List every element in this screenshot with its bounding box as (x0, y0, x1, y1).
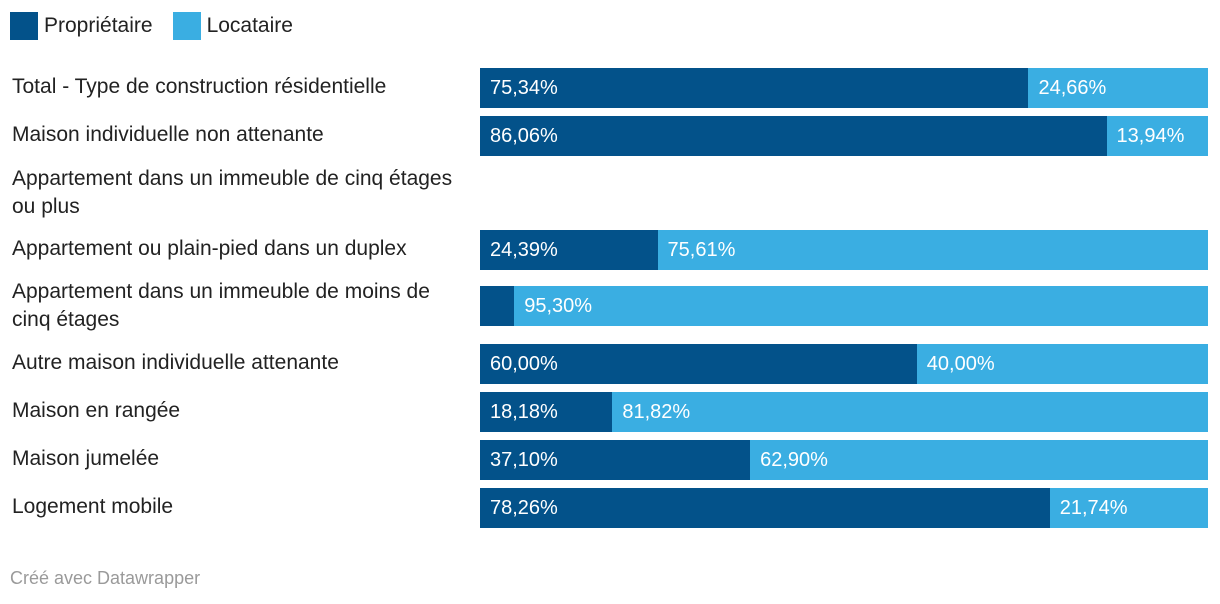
legend-item-proprietaire: Propriétaire (10, 12, 153, 40)
bar-segment-proprietaire-appartement-dans-un-immeuble-de-moins-de-cinq-etages (480, 286, 515, 326)
category-label-total-type-de-construction-residentielle: Total - Type de construction résidentiel… (12, 75, 387, 98)
data-label-proprietaire-autre-maison-individuelle-attenante: 60,00% (490, 352, 558, 375)
bar-segment-proprietaire-logement-mobile: 78,26% (480, 488, 1050, 528)
data-label-proprietaire-total-type-de-construction-residentielle: 75,34% (490, 76, 558, 99)
data-label-proprietaire-maison-individuelle-non-attenante: 86,06% (490, 124, 558, 147)
footer-credit: Créé avec Datawrapper (10, 568, 201, 588)
data-label-locataire-maison-en-rangee: 81,82% (622, 400, 691, 423)
bar-segment-locataire-logement-mobile: 21,74% (1049, 488, 1208, 528)
bar-segment-proprietaire-maison-individuelle-non-attenante: 86,06% (480, 116, 1107, 156)
data-label-locataire-total-type-de-construction-residentielle: 24,66% (1038, 76, 1107, 99)
bar-row-maison-individuelle-non-attenante: 86,06% 13,94% (480, 116, 1208, 156)
bar-segment-locataire-autre-maison-individuelle-attenante: 40,00% (916, 344, 1208, 384)
category-label-maison-jumelee: Maison jumelée (12, 447, 160, 470)
data-label-locataire-logement-mobile: 21,74% (1059, 496, 1128, 519)
category-label-autre-maison-individuelle-attenante: Autre maison individuelle attenante (12, 351, 339, 374)
bar-row-autre-maison-individuelle-attenante: 60,00% 40,00% (480, 344, 1208, 384)
legend-item-locataire: Locataire (172, 12, 293, 40)
category-label-appartement-dans-un-immeuble-de-moins-de-cinq-etages: Appartement dans un immeuble de moins de… (12, 280, 430, 331)
bar-segment-proprietaire-maison-jumelee: 37,10% (480, 440, 751, 480)
data-label-proprietaire-maison-jumelee: 37,10% (490, 448, 558, 471)
data-label-locataire-maison-individuelle-non-attenante: 13,94% (1116, 124, 1185, 147)
category-label-appartement-ou-plain-pied-dans-un-duplex: Appartement ou plain-pied dans un duplex (12, 237, 407, 260)
bar-segment-proprietaire-autre-maison-individuelle-attenante: 60,00% (480, 344, 917, 384)
data-label-proprietaire-logement-mobile: 78,26% (490, 496, 558, 519)
legend-swatch-locataire (172, 12, 201, 40)
bar-row-logement-mobile: 78,26% 21,74% (480, 488, 1208, 528)
bar-row-maison-jumelee: 37,10% 62,90% (480, 440, 1208, 480)
bar-segment-locataire-total-type-de-construction-residentielle: 24,66% (1028, 68, 1208, 108)
bar-segment-locataire-appartement-dans-un-immeuble-de-moins-de-cinq-etages: 95,30% (514, 286, 1208, 326)
category-label-maison-en-rangee: Maison en rangée (12, 399, 181, 422)
data-label-locataire-appartement-ou-plain-pied-dans-un-duplex: 75,61% (667, 238, 736, 261)
legend-label-locataire: Locataire (206, 14, 293, 37)
bar-row-appartement-ou-plain-pied-dans-un-duplex: 24,39% 75,61% (480, 230, 1208, 270)
bar-segment-locataire-appartement-ou-plain-pied-dans-un-duplex: 75,61% (657, 230, 1208, 270)
category-label-maison-individuelle-non-attenante: Maison individuelle non attenante (12, 123, 324, 146)
bar-segment-locataire-maison-jumelee: 62,90% (750, 440, 1208, 480)
category-label-appartement-dans-un-immeuble-de-cinq-etages-ou-plus: Appartement dans un immeuble de cinq éta… (12, 167, 453, 218)
category-label-logement-mobile: Logement mobile (12, 495, 174, 518)
bar-segment-locataire-maison-en-rangee: 81,82% (612, 392, 1208, 432)
bar-segment-proprietaire-total-type-de-construction-residentielle: 75,34% (480, 68, 1029, 108)
data-label-locataire-appartement-dans-un-immeuble-de-moins-de-cinq-etages: 95,30% (524, 294, 593, 317)
bar-segment-proprietaire-maison-en-rangee: 18,18% (480, 392, 613, 432)
data-label-proprietaire-appartement-ou-plain-pied-dans-un-duplex: 24,39% (490, 238, 558, 261)
bar-segment-proprietaire-appartement-ou-plain-pied-dans-un-duplex: 24,39% (480, 230, 658, 270)
bar-row-maison-en-rangee: 18,18% 81,82% (480, 392, 1208, 432)
bar-row-total-type-de-construction-residentielle: 75,34% 24,66% (480, 68, 1208, 108)
legend-label-proprietaire: Propriétaire (44, 14, 153, 37)
bar-segment-locataire-maison-individuelle-non-attenante: 13,94% (1106, 116, 1208, 156)
data-label-proprietaire-maison-en-rangee: 18,18% (490, 400, 558, 423)
bar-row-appartement-dans-un-immeuble-de-moins-de-cinq-etages: 95,30% (480, 286, 1208, 326)
data-label-locataire-maison-jumelee: 62,90% (760, 448, 828, 471)
legend: Propriétaire Locataire (10, 12, 293, 40)
legend-swatch-proprietaire (10, 12, 38, 40)
data-label-locataire-autre-maison-individuelle-attenante: 40,00% (926, 352, 995, 375)
